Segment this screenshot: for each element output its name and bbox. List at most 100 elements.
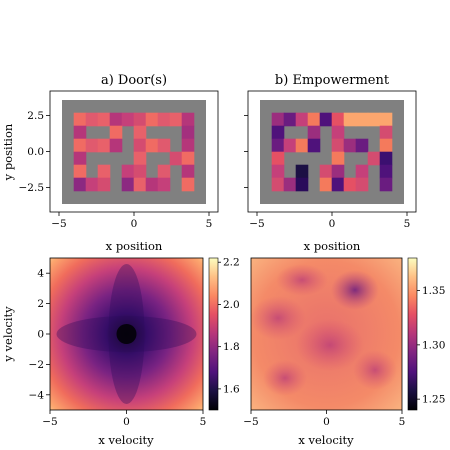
panel-a-maze-corridor-cell <box>181 151 195 166</box>
panel-c-ytick-label: 4 <box>37 268 44 280</box>
panel-a-maze-corridor-cell <box>157 138 171 153</box>
panel-d-xtick-label: −5 <box>243 416 258 428</box>
panel-a-maze-corridor-cell <box>97 112 111 127</box>
panel-a-xlabel: x position <box>106 239 163 253</box>
panel-b-maze-corridor-cell <box>307 112 321 127</box>
panel-b-xlabel: x position <box>304 239 361 253</box>
heatmap-2-blob-bottom-left <box>263 360 307 396</box>
panel-a-xtick-label: −5 <box>51 218 66 230</box>
panel-b-maze-corridor-cell <box>343 138 357 153</box>
panel-a-maze-corridor-cell <box>85 177 99 192</box>
panel-b-maze-corridor-cell <box>331 151 345 166</box>
colorbar-1-tick-label: 1.6 <box>223 383 240 395</box>
panel-door-maze: a) Door(s) −5 0 5 2.5 0.0 −2.5 x position y … <box>1 73 219 253</box>
panel-b-maze-corridor-cell <box>367 151 381 166</box>
panel-c-xtick-label: 5 <box>200 416 207 428</box>
colorbar-2-tick-label: 1.30 <box>422 339 445 351</box>
panel-b-maze-corridor-cell <box>367 112 381 127</box>
heatmap-2-blob-center <box>296 319 364 371</box>
panel-a-maze-corridor-cell <box>145 112 159 127</box>
panel-a-maze-corridor-cell <box>169 151 183 166</box>
colorbar-2-tick-label: 1.25 <box>422 394 445 406</box>
panel-a-maze-corridor-cell <box>73 151 87 166</box>
panel-c-xtick-label: −5 <box>42 416 57 428</box>
panel-b-maze-corridor-cell <box>379 164 393 179</box>
panel-b-maze-corridor-cell <box>379 151 393 166</box>
panel-velocity-door: −5 0 5 4 2 0 −2 −4 x velocity y velocity 2.2 2.… <box>1 257 240 447</box>
panel-b-maze-corridor-cell <box>331 138 345 153</box>
heatmap-2-blob-top <box>276 264 328 296</box>
panel-c-ytick-label: 2 <box>37 298 44 310</box>
panel-a-maze-corridor-cell <box>73 177 87 192</box>
panel-b-maze-corridor-cell <box>355 177 369 192</box>
panel-a-maze-corridor-cell <box>133 164 147 179</box>
colorbar-1 <box>208 257 219 411</box>
panel-b-maze-corridor-cell <box>355 138 369 153</box>
panel-a-maze-corridor-cell <box>133 112 147 127</box>
colorbar-2-tick-label: 1.35 <box>422 285 445 297</box>
panel-b-maze-corridor-cell <box>295 138 309 153</box>
panel-a-maze-corridor-cell <box>121 112 135 127</box>
panel-a-maze-corridor-cell <box>181 164 195 179</box>
panel-a-maze-corridor-cell <box>181 112 195 127</box>
panel-b-maze-corridor-cell <box>319 177 333 192</box>
panel-d-xlabel: x velocity <box>298 433 354 447</box>
colorbar-1-tick-label: 2.2 <box>223 257 240 269</box>
panel-b-maze-corridor-cell <box>295 177 309 192</box>
panel-b-xtick-label: −5 <box>249 218 264 230</box>
panel-b-maze-corridor-cell <box>343 112 357 127</box>
panel-a-ytick-label: 2.5 <box>27 110 44 122</box>
panel-a-maze-corridor-cell <box>157 164 171 179</box>
panel-b-xtick-label: 0 <box>329 218 336 230</box>
panel-b-maze-corridor-cell <box>379 125 393 140</box>
panel-b-maze-corridor-cell <box>379 177 393 192</box>
panel-b-maze-corridor-cell <box>379 112 393 127</box>
panel-b-maze-corridor-cell <box>331 125 345 140</box>
panel-b-maze-corridor-cell <box>271 138 285 153</box>
panel-a-ytick-label: 0.0 <box>27 146 44 158</box>
panel-a-ylabel: y position <box>1 123 15 181</box>
panel-a-maze-corridor-cell <box>181 177 195 192</box>
panel-b-maze-corridor-cell <box>307 138 321 153</box>
panel-a-maze-corridor-cell <box>73 112 87 127</box>
panel-a-ytick-label: −2.5 <box>19 182 45 194</box>
panel-empowerment-maze: b) Empowerment −5 0 5 x position <box>244 73 417 253</box>
panel-a-maze-corridor-cell <box>133 151 147 166</box>
panel-b-maze-corridor-cell <box>295 164 309 179</box>
panel-d-xtick-label: 5 <box>399 416 406 428</box>
heatmap-2-blob-bottom-right <box>353 350 397 390</box>
panel-b-maze-corridor-cell <box>271 177 285 192</box>
panel-a-maze-corridor-cell <box>73 164 87 179</box>
panel-velocity-empowerment: −5 0 5 x velocity 1.35 1.30 1.25 <box>243 257 445 447</box>
panel-b-maze-corridor-cell <box>271 151 285 166</box>
heatmap-2-blob-top-right <box>331 270 379 310</box>
panel-b-maze-corridor-cell <box>331 177 345 192</box>
panel-b-maze-corridor-cell <box>271 164 285 179</box>
colorbar-2 <box>407 257 418 411</box>
panel-b-maze-corridor-cell <box>283 177 297 192</box>
panel-d-xtick-label: 0 <box>323 416 330 428</box>
panel-b-maze-corridor-cell <box>295 112 309 127</box>
panel-b-maze-corridor-cell <box>283 112 297 127</box>
panel-b-maze-corridor-cell <box>283 138 297 153</box>
panel-c-ylabel: y velocity <box>1 306 15 363</box>
panel-a-maze-corridor-cell <box>97 164 111 179</box>
panel-a-maze-corridor-cell <box>157 112 171 127</box>
panel-a-maze-corridor-cell <box>121 164 135 179</box>
panel-b-maze-corridor-cell <box>343 177 357 192</box>
panel-a-maze-corridor-cell <box>109 112 123 127</box>
panel-a-maze-corridor-cell <box>133 125 147 140</box>
panel-a-title: a) Door(s) <box>101 73 167 88</box>
panel-a-maze-corridor-cell <box>85 138 99 153</box>
panel-a-maze-corridor-cell <box>145 177 159 192</box>
panel-a-maze-corridor-cell <box>73 125 87 140</box>
panel-a-xtick-label: 0 <box>131 218 138 230</box>
panel-b-maze-corridor-cell <box>319 164 333 179</box>
panel-a-maze-corridor-cell <box>73 138 87 153</box>
panel-c-xlabel: x velocity <box>98 433 154 447</box>
panel-a-maze-corridor-cell <box>133 177 147 192</box>
panel-a-xtick-label: 5 <box>206 218 213 230</box>
panel-b-maze-corridor-cell <box>271 112 285 127</box>
panel-b-maze-corridor-cell <box>355 112 369 127</box>
panel-b-maze-corridor-cell <box>331 112 345 127</box>
